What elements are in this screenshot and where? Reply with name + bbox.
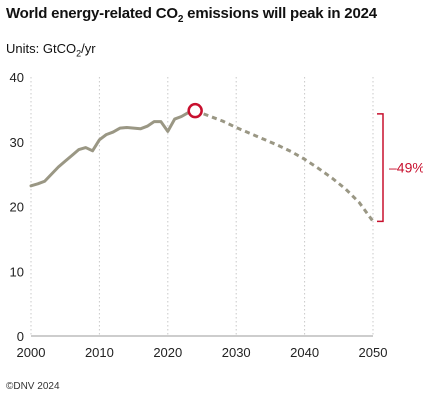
units-prefix: Units: GtCO: [6, 41, 77, 56]
annotations: –49%: [187, 102, 423, 223]
y-tick-label-40: 40: [10, 70, 24, 85]
chart-title-subscript: 2: [177, 14, 184, 25]
historical-line: [29, 109, 197, 188]
x-tick-label-2010: 2010: [85, 345, 114, 360]
units-label: Units: GtCO2/yr: [6, 41, 96, 59]
chart-title-text: World energy-related CO: [6, 5, 178, 22]
y-tick-label-30: 30: [10, 135, 24, 150]
projection-line: [194, 109, 375, 223]
y-tick-label-0: 0: [17, 329, 24, 344]
chart-title-rest: emissions will peak in 2024: [183, 5, 377, 22]
decline-label: –49%: [389, 160, 423, 176]
x-tick-label-2030: 2030: [222, 345, 251, 360]
x-tick-label-2000: 2000: [17, 345, 46, 360]
y-tick-label-10: 10: [10, 264, 24, 279]
grid-lines: [30, 77, 374, 336]
x-tick-label-2020: 2020: [153, 345, 182, 360]
units-subscript: 2: [76, 48, 82, 59]
chart-title: World energy-related CO2 emissions will …: [6, 5, 377, 25]
copyright-text: ©DNV 2024: [6, 381, 60, 392]
decline-bracket: [377, 113, 384, 223]
x-tick-label-2050: 2050: [359, 345, 388, 360]
y-tick-label-20: 20: [10, 200, 24, 215]
units-suffix: /yr: [81, 41, 96, 56]
peak-marker: [187, 102, 203, 119]
series-lines: [29, 109, 375, 223]
x-tick-label-2040: 2040: [290, 345, 319, 360]
